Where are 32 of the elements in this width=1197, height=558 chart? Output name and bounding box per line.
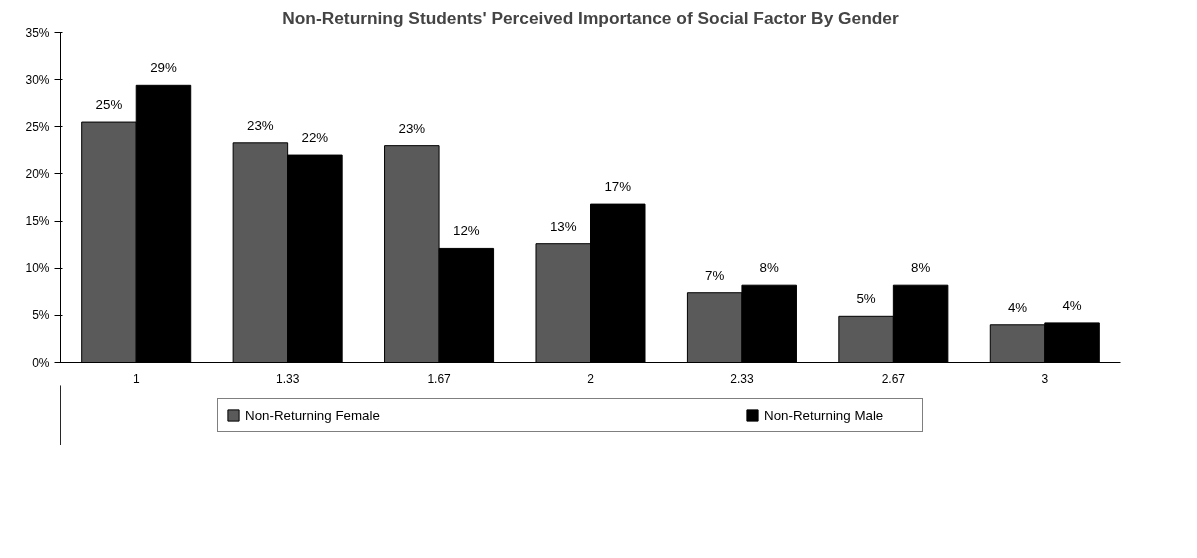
data-label: 23% [247, 117, 274, 133]
x-tick-label: 2 [587, 371, 595, 386]
data-label: 8% [910, 260, 931, 276]
data-label: 12% [452, 223, 480, 239]
y-tick-label: 15% [25, 214, 50, 229]
data-label: 22% [301, 130, 329, 146]
y-tick-label: 0% [32, 355, 50, 370]
data-label: 4% [1062, 297, 1082, 313]
data-label: 29% [150, 60, 177, 76]
data-label: 23% [398, 120, 426, 136]
x-tick-label: 1.67 [427, 371, 452, 386]
x-tick-label: 2.33 [730, 371, 754, 386]
x-tick-label: 1.33 [275, 371, 300, 386]
data-label: 8% [759, 260, 779, 276]
data-label: 13% [549, 218, 577, 234]
data-label: 25% [95, 97, 123, 113]
data-label: 5% [856, 291, 876, 307]
y-tick-label: 5% [32, 308, 50, 323]
y-tick-label: 25% [25, 119, 50, 134]
data-label: 7% [705, 267, 725, 283]
chart-title: Non-Returning Students' Perceived Importance of Social Factor By Gender [282, 7, 899, 28]
x-tick-label: 3 [1041, 371, 1049, 386]
x-tick-label: 1 [132, 371, 140, 386]
data-label: 17% [604, 179, 632, 195]
y-tick-label: 10% [25, 261, 50, 276]
y-tick-label: 20% [25, 166, 50, 181]
legend-label: Non-Returning Female [245, 407, 381, 423]
data-label: 4% [1007, 299, 1028, 315]
y-tick-label: 30% [25, 72, 50, 87]
legend-label: Non-Returning Male [764, 407, 885, 423]
y-tick-label: 35% [25, 25, 50, 40]
x-tick-label: 2.67 [881, 371, 906, 386]
